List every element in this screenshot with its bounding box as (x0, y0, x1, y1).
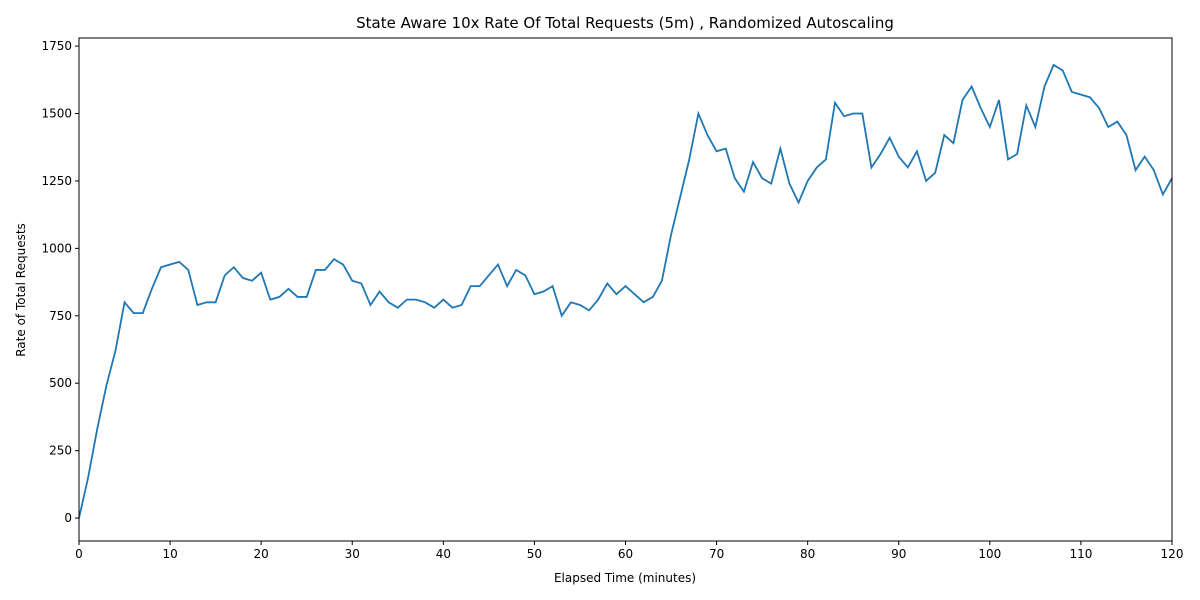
data-line (78, 63, 1173, 519)
x-tick-label: 30 (345, 547, 360, 561)
y-tick-label: 1750 (41, 39, 72, 53)
x-tick-label: 40 (436, 547, 451, 561)
x-tick-label: 80 (800, 547, 815, 561)
y-tick-label: 1000 (41, 241, 72, 255)
x-tick-label: 0 (75, 547, 83, 561)
x-tick-label: 110 (1069, 547, 1092, 561)
x-tick-label: 50 (527, 547, 542, 561)
plot-frame (78, 37, 1173, 542)
x-tick-label: 10 (162, 547, 177, 561)
x-tick-label: 60 (618, 547, 633, 561)
x-tick-label: 90 (891, 547, 906, 561)
y-axis-label: Rate of Total Requests (14, 223, 28, 357)
y-tick-label: 250 (49, 444, 72, 458)
x-tick-label: 20 (254, 547, 269, 561)
y-tick-label: 1250 (41, 174, 72, 188)
y-tick-label: 1500 (41, 107, 72, 121)
x-axis-label: Elapsed Time (minutes) (554, 571, 696, 585)
chart-title: State Aware 10x Rate Of Total Requests (… (356, 14, 894, 32)
y-tick-label: 500 (49, 376, 72, 390)
x-tick-label: 120 (1161, 547, 1184, 561)
y-tick-label: 0 (64, 511, 72, 525)
x-tick-label: 100 (978, 547, 1001, 561)
y-tick-label: 750 (49, 309, 72, 323)
x-tick-label: 70 (709, 547, 724, 561)
